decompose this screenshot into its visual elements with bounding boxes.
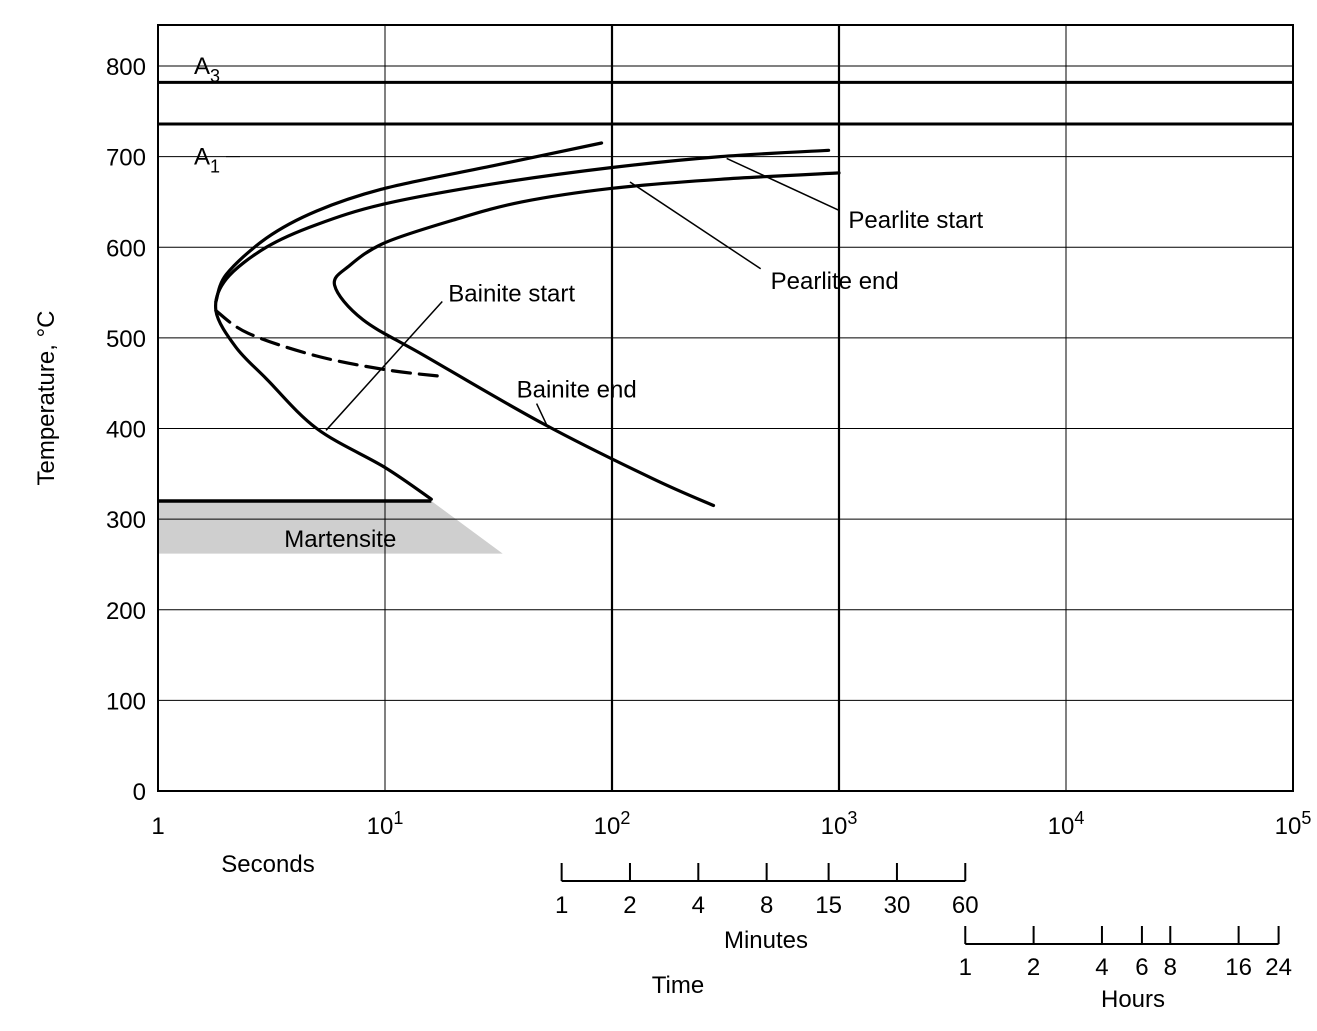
x-axis-label: Time bbox=[652, 972, 704, 999]
x-tick-label-100: 102 bbox=[594, 808, 631, 840]
minutes-tick-label-4: 4 bbox=[692, 892, 705, 919]
annotation-pearlite-start: Pearlite start bbox=[848, 207, 983, 234]
x-tick-label-1: 1 bbox=[151, 813, 164, 840]
x-tick-label-1000: 103 bbox=[821, 808, 858, 840]
leader-line bbox=[629, 181, 762, 270]
curve-0 bbox=[214, 141, 604, 304]
annotation-bainite-end: Bainite end bbox=[517, 377, 637, 404]
y-tick-label-200: 200 bbox=[106, 598, 146, 625]
y-tick-label-600: 600 bbox=[106, 235, 146, 262]
grid bbox=[158, 25, 1293, 791]
x-tick-label-100000: 105 bbox=[1275, 808, 1312, 840]
minutes-tick-label-2: 2 bbox=[623, 892, 636, 919]
axes: 0 100 200 300 400 500 600 700 800 Temperature, °C… bbox=[33, 24, 1312, 1013]
annotations: A3 A1 Pearlite start Pearlite end Bainite st… bbox=[194, 53, 983, 553]
hours-tick-label-1: 1 bbox=[959, 954, 972, 981]
hours-tick-label-6: 6 bbox=[1135, 954, 1148, 981]
annotation-bainite-start: Bainite start bbox=[448, 280, 575, 307]
plot-frame bbox=[157, 24, 1294, 792]
curve-1 bbox=[213, 148, 831, 501]
hours-tick-label-4: 4 bbox=[1095, 954, 1108, 981]
hours-tick-label-8: 8 bbox=[1164, 954, 1177, 981]
reference-lines bbox=[158, 80, 1293, 126]
curve-3 bbox=[332, 171, 841, 508]
hours-tick-label-2: 2 bbox=[1027, 954, 1040, 981]
y-tick-label-100: 100 bbox=[106, 688, 146, 715]
y-tick-label-800: 800 bbox=[106, 54, 146, 81]
minutes-label: Minutes bbox=[724, 927, 808, 954]
y-tick-label-500: 500 bbox=[106, 326, 146, 353]
y-axis-label: Temperature, °C bbox=[33, 311, 60, 486]
y-tick-label-0: 0 bbox=[133, 779, 146, 806]
hours-tick-label-16: 16 bbox=[1225, 954, 1252, 981]
minutes-tick-label-15: 15 bbox=[815, 892, 842, 919]
hours-tick-label-24: 24 bbox=[1265, 954, 1292, 981]
leader-line bbox=[726, 157, 839, 211]
martensite-shading bbox=[158, 501, 503, 554]
annotation-martensite: Martensite bbox=[284, 526, 396, 553]
y-tick-label-700: 700 bbox=[106, 145, 146, 172]
y-tick-label-300: 300 bbox=[106, 507, 146, 534]
y-tick-label-400: 400 bbox=[106, 417, 146, 444]
ref-label-a3: A3 bbox=[194, 53, 220, 86]
minutes-tick-label-8: 8 bbox=[760, 892, 773, 919]
x-tick-label-10: 101 bbox=[367, 808, 404, 840]
curve-2 bbox=[214, 309, 439, 378]
leader-line bbox=[535, 403, 549, 428]
x-tick-label-10000: 104 bbox=[1048, 808, 1085, 840]
annotation-pearlite-end: Pearlite end bbox=[771, 268, 899, 295]
transformation-curves bbox=[213, 141, 841, 508]
label-leaders bbox=[325, 157, 839, 431]
martensite-region bbox=[158, 499, 503, 554]
seconds-label: Seconds bbox=[221, 851, 314, 878]
minutes-tick-label-30: 30 bbox=[884, 892, 911, 919]
minutes-tick-label-60: 60 bbox=[952, 892, 979, 919]
minutes-tick-label-1: 1 bbox=[555, 892, 568, 919]
hours-label: Hours bbox=[1101, 986, 1165, 1013]
leader-line bbox=[325, 300, 443, 431]
ref-label-a1: A1 bbox=[194, 144, 220, 177]
